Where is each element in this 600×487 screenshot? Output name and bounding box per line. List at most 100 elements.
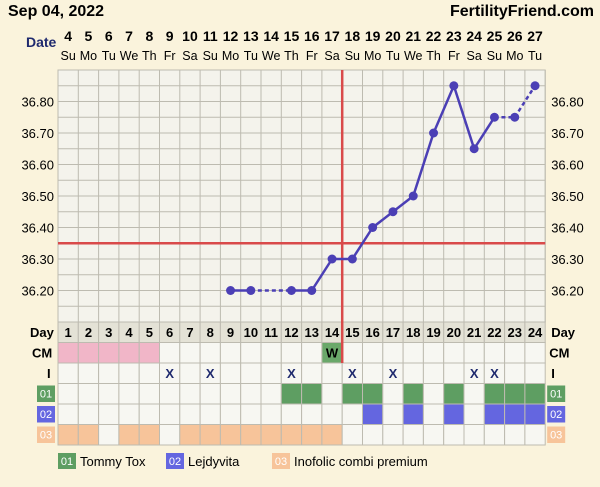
row-cell-r1 xyxy=(118,383,140,405)
row-cell-r2 xyxy=(260,403,282,425)
row-cell-r1 xyxy=(260,383,282,405)
date-label: 18 xyxy=(345,28,361,44)
header-date: Sep 04, 2022 xyxy=(8,3,104,20)
row-cell-r2 xyxy=(382,403,404,425)
date-label: 14 xyxy=(263,28,279,44)
weekday-label: Sa xyxy=(182,49,197,63)
row-code-badge-right xyxy=(547,406,566,423)
row-cell-r3 xyxy=(77,424,100,446)
weekday-label: We xyxy=(404,49,423,63)
cycle-day-label: 3 xyxy=(105,325,112,340)
row-cell-r1 xyxy=(362,383,384,405)
row-cell-r2 xyxy=(362,403,384,425)
row-cell-r3 xyxy=(362,424,384,446)
row-cell-r2 xyxy=(402,403,424,425)
cycle-day-label: 10 xyxy=(244,325,258,340)
brand-name[interactable]: FertilityFriend.com xyxy=(450,3,594,20)
row-cell-i xyxy=(179,362,201,384)
legend-badge xyxy=(166,453,184,469)
temp-point xyxy=(489,112,499,122)
intercourse-mark: X xyxy=(348,366,357,381)
temp-line-segment xyxy=(310,258,334,292)
date-label: 5 xyxy=(85,28,93,44)
temp-line-segment xyxy=(513,85,537,118)
cycle-day-label: 4 xyxy=(125,325,133,340)
cm-row-label-right: CM xyxy=(549,346,569,361)
row-cell-r1 xyxy=(341,383,364,405)
cycle-day-label: 6 xyxy=(166,325,173,340)
date-label: 27 xyxy=(527,28,543,44)
row-cell-i xyxy=(57,362,79,384)
temp-point xyxy=(246,286,256,295)
row-cell-r2 xyxy=(463,403,485,425)
row-cell-r1 xyxy=(159,383,181,405)
row-cell-r1 xyxy=(301,383,323,405)
row-cell-r3 xyxy=(179,424,201,446)
weekday-label: Su xyxy=(203,49,218,63)
row-cell-r3 xyxy=(382,424,404,446)
row-cell-r3 xyxy=(301,424,323,446)
row-cell-r1 xyxy=(240,383,262,405)
row-cell-r3 xyxy=(240,424,262,446)
temp-point xyxy=(388,207,398,217)
legend-name: Lejdyvita xyxy=(188,454,240,469)
weekday-label: Fr xyxy=(306,49,318,63)
row-cell-r1 xyxy=(483,383,506,405)
legend-badge xyxy=(58,453,76,469)
date-label: 8 xyxy=(145,28,153,44)
row-cell-r1 xyxy=(219,383,242,405)
date-label: 4 xyxy=(64,28,72,44)
row-cell-cm xyxy=(524,342,546,364)
cycle-day-label: 17 xyxy=(386,325,400,340)
weekday-label: Fr xyxy=(164,49,176,63)
row-cell-r2 xyxy=(504,403,526,425)
row-cell-r1 xyxy=(321,383,343,405)
row-cell-r2 xyxy=(138,403,160,425)
row-cell-r3 xyxy=(219,424,242,446)
y-tick-label-left: 36.30 xyxy=(21,252,54,267)
date-row-label: Date xyxy=(26,34,57,50)
row-cell-r3 xyxy=(341,424,364,446)
cm-row-label-left: CM xyxy=(32,346,52,361)
day-row-label-right: Day xyxy=(551,325,576,340)
row-cell-i xyxy=(118,362,140,384)
row-cell-cm xyxy=(280,342,303,364)
weekday-label: Fr xyxy=(448,49,460,63)
cycle-day-label: 1 xyxy=(65,325,72,340)
row-cell-r1 xyxy=(138,383,160,405)
date-label: 17 xyxy=(324,28,340,44)
row-code-right: 03 xyxy=(550,430,562,442)
row-cell-r2 xyxy=(98,403,120,425)
row-cell-r2 xyxy=(483,403,506,425)
weekday-label: We xyxy=(262,49,281,63)
row-cell-r3 xyxy=(422,424,445,446)
weekday-label: Tu xyxy=(386,49,400,63)
weekday-label: Su xyxy=(61,49,76,63)
row-cell-r2 xyxy=(159,403,181,425)
weekday-label: Su xyxy=(345,49,360,63)
row-cell-cm xyxy=(240,342,262,364)
row-cell-r1 xyxy=(199,383,221,405)
date-label: 21 xyxy=(405,28,421,44)
row-code-badge-right xyxy=(547,385,566,402)
intercourse-mark: X xyxy=(165,366,174,381)
row-cell-r2 xyxy=(179,403,201,425)
row-cell-r1 xyxy=(57,383,79,405)
cycle-day-label: 9 xyxy=(227,325,234,340)
cycle-day-label: 23 xyxy=(508,325,522,340)
date-label: 25 xyxy=(487,28,503,44)
row-cell-r3 xyxy=(57,424,79,446)
row-cell-i xyxy=(321,362,343,384)
cycle-day-label: 8 xyxy=(207,325,214,340)
row-cell-r3 xyxy=(199,424,221,446)
temp-point xyxy=(510,112,520,122)
intercourse-mark: X xyxy=(470,366,479,381)
legend-name: Tommy Tox xyxy=(80,454,146,469)
row-cell-r1 xyxy=(422,383,445,405)
row-code-badge-left xyxy=(37,406,55,423)
row-cell-r3 xyxy=(321,424,343,446)
y-tick-label-right: 36.60 xyxy=(551,158,584,173)
row-cell-r3 xyxy=(98,424,120,446)
cycle-day-label: 13 xyxy=(305,325,319,340)
row-cell-r1 xyxy=(463,383,485,405)
